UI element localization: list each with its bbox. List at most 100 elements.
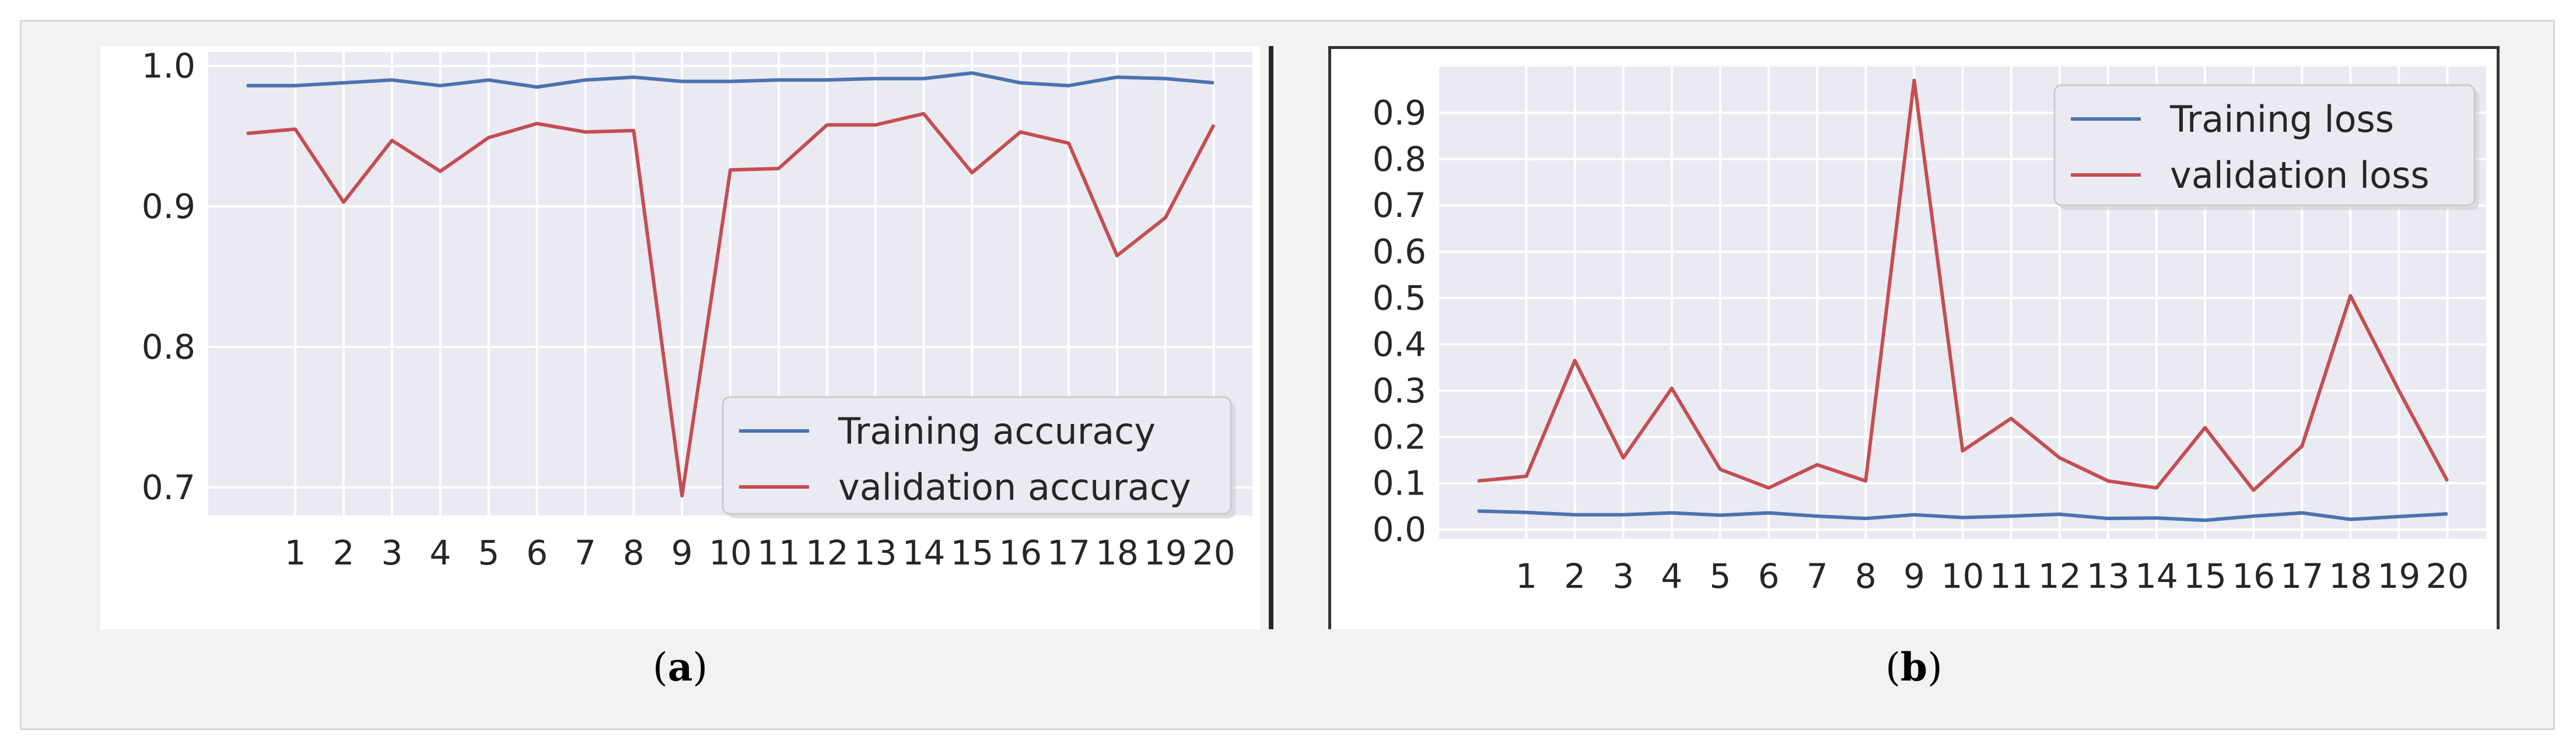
x-tick-label: 5 bbox=[478, 533, 499, 573]
data-point bbox=[1574, 514, 1576, 515]
y-tick-label: 0.8 bbox=[142, 327, 195, 367]
data-point bbox=[730, 80, 731, 82]
legend: Training loss validation loss bbox=[2053, 84, 2479, 210]
x-tick-label: 20 bbox=[1192, 533, 1236, 573]
data-point bbox=[2398, 390, 2400, 391]
x-tick-label: 17 bbox=[2280, 556, 2323, 596]
y-tick-label: 0.0 bbox=[1373, 510, 1426, 549]
data-point bbox=[633, 129, 635, 131]
data-point bbox=[1962, 517, 1964, 518]
data-point bbox=[584, 79, 586, 81]
data-point bbox=[246, 132, 248, 134]
data-point bbox=[1768, 512, 1770, 514]
data-point bbox=[1116, 76, 1118, 78]
x-tick-label: 15 bbox=[950, 533, 993, 573]
data-point bbox=[1116, 255, 1118, 257]
x-tick-label: 15 bbox=[2183, 556, 2227, 596]
data-point bbox=[1525, 511, 1527, 513]
data-point bbox=[2155, 517, 2157, 519]
data-point bbox=[536, 122, 538, 124]
y-tick-label: 0.1 bbox=[1373, 464, 1426, 503]
y-tick-label: 0.4 bbox=[1373, 324, 1426, 364]
data-point bbox=[2446, 480, 2448, 482]
data-point bbox=[295, 128, 296, 130]
data-point bbox=[1671, 387, 1672, 389]
x-tick-label: 14 bbox=[2135, 556, 2178, 596]
accuracy-chart: 1 2 3 4 5 6 7 8 9 10 11 12 13 14 15 16 17 18 19 200.70.80.9… bbox=[142, 46, 1252, 573]
x-tick-label: 6 bbox=[1758, 556, 1780, 596]
y-tick-label: 1.0 bbox=[142, 46, 195, 86]
x-tick-label: 1 bbox=[1516, 556, 1537, 596]
data-point bbox=[1719, 468, 1721, 470]
data-point bbox=[295, 85, 296, 86]
data-point bbox=[1865, 518, 1867, 520]
data-point bbox=[1477, 510, 1479, 512]
x-tick-label: 4 bbox=[1661, 556, 1682, 596]
y-tick-label: 0.6 bbox=[1373, 232, 1426, 272]
data-point bbox=[1913, 79, 1915, 81]
data-point bbox=[343, 82, 345, 83]
data-point bbox=[874, 124, 876, 126]
y-tick-label: 0.8 bbox=[1373, 139, 1426, 179]
data-point bbox=[1865, 480, 1867, 482]
x-tick-label: 9 bbox=[1903, 556, 1925, 596]
data-point bbox=[1068, 142, 1070, 144]
x-tick-label: 14 bbox=[902, 533, 946, 573]
x-tick-label: 1 bbox=[285, 533, 306, 573]
x-tick-label: 18 bbox=[2329, 556, 2372, 596]
data-point bbox=[439, 170, 441, 172]
x-tick-label: 19 bbox=[1144, 533, 1187, 573]
data-point bbox=[1020, 131, 1021, 133]
data-point bbox=[681, 80, 683, 82]
data-point bbox=[488, 136, 489, 138]
legend-label: Training loss bbox=[2169, 98, 2394, 141]
data-point bbox=[1213, 82, 1214, 83]
data-point bbox=[971, 72, 973, 74]
x-tick-label: 2 bbox=[1564, 556, 1586, 596]
x-tick-label: 19 bbox=[2378, 556, 2421, 596]
data-point bbox=[971, 172, 973, 174]
data-point bbox=[2010, 418, 2012, 419]
data-point bbox=[343, 201, 345, 203]
x-tick-label: 17 bbox=[1047, 533, 1090, 573]
x-tick-label: 10 bbox=[709, 533, 752, 573]
x-tick-label: 12 bbox=[2038, 556, 2081, 596]
y-tick-label: 0.9 bbox=[142, 187, 195, 226]
data-point bbox=[2155, 487, 2157, 489]
data-point bbox=[1817, 515, 1818, 517]
data-point bbox=[2350, 518, 2351, 520]
data-point bbox=[2350, 295, 2351, 297]
x-tick-label: 13 bbox=[854, 533, 897, 573]
legend-label: validation loss bbox=[2170, 154, 2430, 197]
legend-label: Training accuracy bbox=[838, 410, 1156, 453]
legend-label: validation accuracy bbox=[838, 466, 1191, 508]
x-tick-label: 18 bbox=[1096, 533, 1139, 573]
data-point bbox=[2301, 512, 2303, 514]
data-point bbox=[1525, 475, 1527, 477]
caption-b: (b) bbox=[1885, 644, 1943, 690]
y-tick-label: 0.5 bbox=[1373, 278, 1426, 318]
data-point bbox=[1020, 82, 1021, 83]
x-tick-label: 8 bbox=[1855, 556, 1877, 596]
y-tick-label: 0.9 bbox=[1373, 93, 1426, 132]
x-tick-label: 2 bbox=[333, 533, 355, 573]
x-tick-label: 16 bbox=[999, 533, 1042, 573]
data-point bbox=[1164, 78, 1166, 79]
data-point bbox=[1913, 514, 1915, 515]
x-tick-label: 12 bbox=[806, 533, 849, 573]
data-point bbox=[1962, 450, 1964, 452]
x-tick-label: 7 bbox=[1807, 556, 1828, 596]
data-point bbox=[2301, 446, 2303, 447]
x-tick-label: 6 bbox=[526, 533, 548, 573]
x-tick-label: 7 bbox=[575, 533, 596, 573]
data-point bbox=[923, 78, 925, 79]
data-point bbox=[246, 85, 248, 86]
x-tick-label: 3 bbox=[381, 533, 402, 573]
x-tick-label: 16 bbox=[2232, 556, 2275, 596]
y-tick-label: 0.7 bbox=[1373, 185, 1426, 225]
data-point bbox=[2398, 515, 2400, 517]
data-point bbox=[2446, 513, 2448, 515]
x-tick-label: 4 bbox=[429, 533, 451, 573]
data-point bbox=[1068, 85, 1070, 86]
data-point bbox=[2204, 520, 2206, 521]
